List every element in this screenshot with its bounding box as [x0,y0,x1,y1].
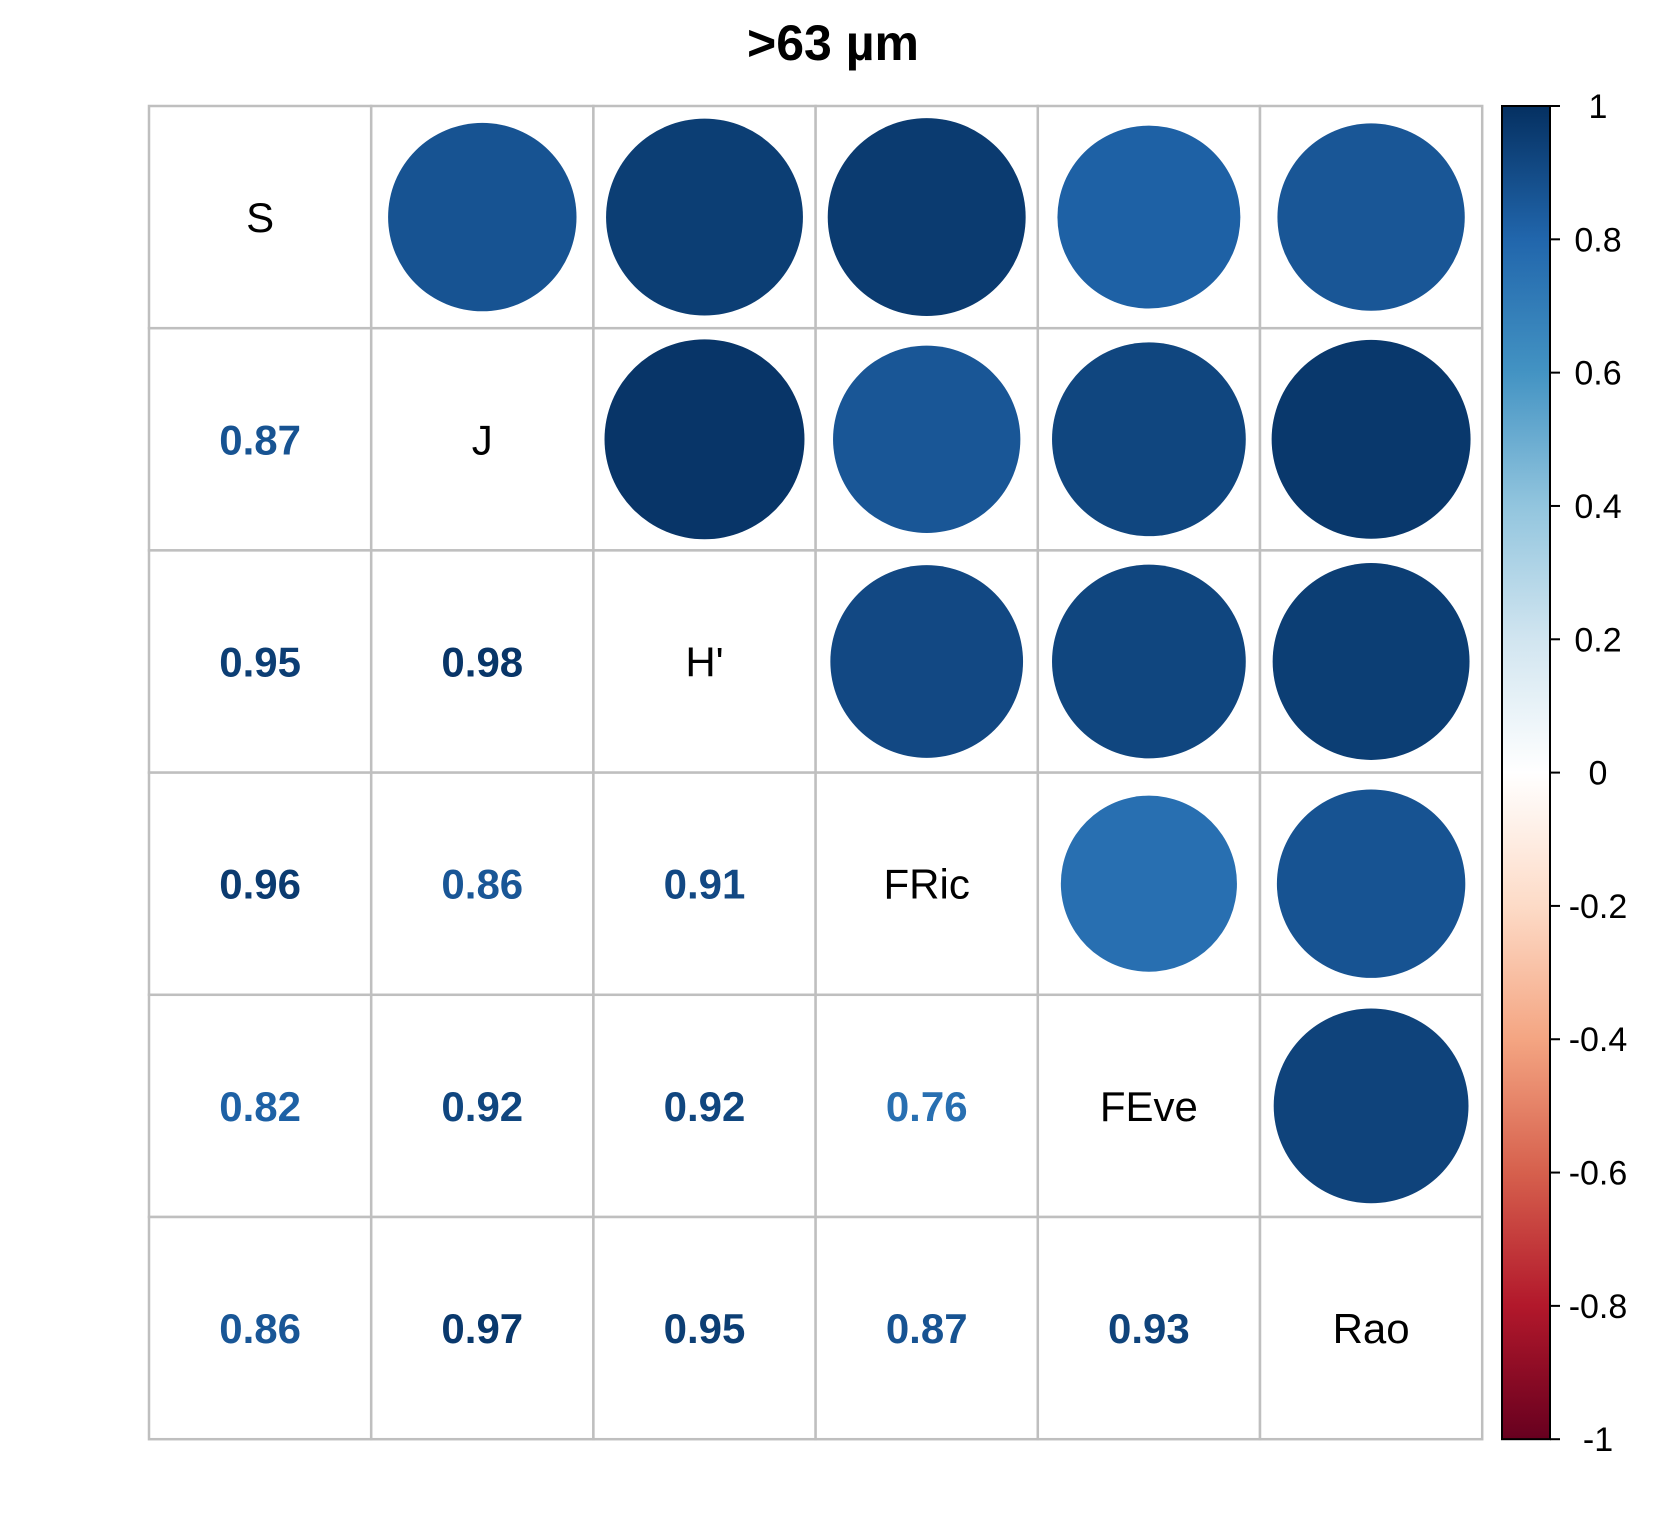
correlation-circle [1060,795,1237,972]
colorbar-tick-label: -1 [1583,1421,1613,1459]
colorbar-tick-label: -0.4 [1569,1021,1628,1059]
matrix-cell [147,104,373,330]
correlation-circle [1272,563,1470,760]
variable-label: H' [685,639,723,686]
correlation-value: 0.86 [219,1305,301,1352]
matrix-cell [369,771,595,997]
matrix-cell [1036,993,1262,1219]
correlation-value: 0.92 [664,1083,746,1130]
variable-label: S [246,194,274,241]
correlation-value: 0.93 [1108,1305,1190,1352]
correlation-value: 0.76 [886,1083,968,1130]
colorbar-gradient [1501,105,1551,1441]
colorbar-tick-label: -0.2 [1569,888,1628,926]
matrix-cell [592,993,817,1219]
chart-title: >63 µm [747,15,919,71]
matrix-cell [814,1215,1040,1441]
correlation-circle [1276,789,1466,978]
matrix-cell [1036,1215,1262,1441]
correlation-value: 0.91 [664,861,746,908]
matrix-cell [592,549,817,774]
correlation-circle [388,122,577,312]
correlation-circle [604,339,805,540]
matrix-cell [814,993,1040,1219]
correlation-circle [1273,1008,1469,1204]
matrix-cell [369,326,595,552]
colorbar-tick-label: 0.6 [1574,355,1621,393]
matrix-cell [1258,1215,1484,1441]
correlation-circle [1057,125,1241,309]
matrix-cell [147,993,373,1219]
correlation-value: 0.97 [441,1305,523,1352]
colorbar-tick-label: 0 [1589,755,1608,793]
correlation-circle [1052,342,1246,537]
colorbar-tick-label: -0.8 [1569,1288,1628,1326]
colorbar: 1 0.8 0.6 0.4 0.2 0 -0.2 -0.4 -0.6 -0.8 -1 [1501,88,1628,1459]
correlation-value: 0.98 [441,639,523,686]
correlation-circle [606,118,803,316]
matrix-cell [814,771,1040,997]
correlation-value: 0.92 [441,1083,523,1130]
matrix-cell [592,771,817,997]
correlation-circle [1271,339,1471,539]
colorbar-tick-label: 0.2 [1574,621,1621,659]
matrix-cell [369,549,595,774]
matrix-cell [147,771,373,997]
correlation-value: 0.95 [664,1305,746,1352]
colorbar-tick-label: -0.6 [1569,1155,1628,1193]
correlation-value: 0.96 [219,861,301,908]
variable-label: FEve [1100,1083,1198,1130]
correlation-circle [1052,564,1246,759]
variable-label: J [472,416,493,463]
matrix-cell [147,1215,373,1441]
colorbar-tick-label: 1 [1589,88,1608,126]
correlation-value: 0.87 [219,416,301,463]
correlation-circle [833,345,1021,533]
correlation-circle [830,565,1024,758]
colorbar-tick-label: 0.4 [1574,488,1621,526]
matrix-cells: S 0.87 J 0.95 0.98 H' 0.96 0.86 0.91 FRic 0.82 0.92… [147,104,1484,1441]
colorbar-tick-label: 0.8 [1574,221,1621,259]
correlation-value: 0.86 [441,861,523,908]
correlation-circle [1277,123,1465,311]
correlation-circle [827,118,1026,317]
correlation-value: 0.95 [219,639,301,686]
variable-label: FRic [884,861,970,908]
correlation-value: 0.87 [886,1305,968,1352]
matrix-cell [147,549,373,774]
variable-label: Rao [1333,1305,1410,1352]
correlation-value: 0.82 [219,1083,301,1130]
